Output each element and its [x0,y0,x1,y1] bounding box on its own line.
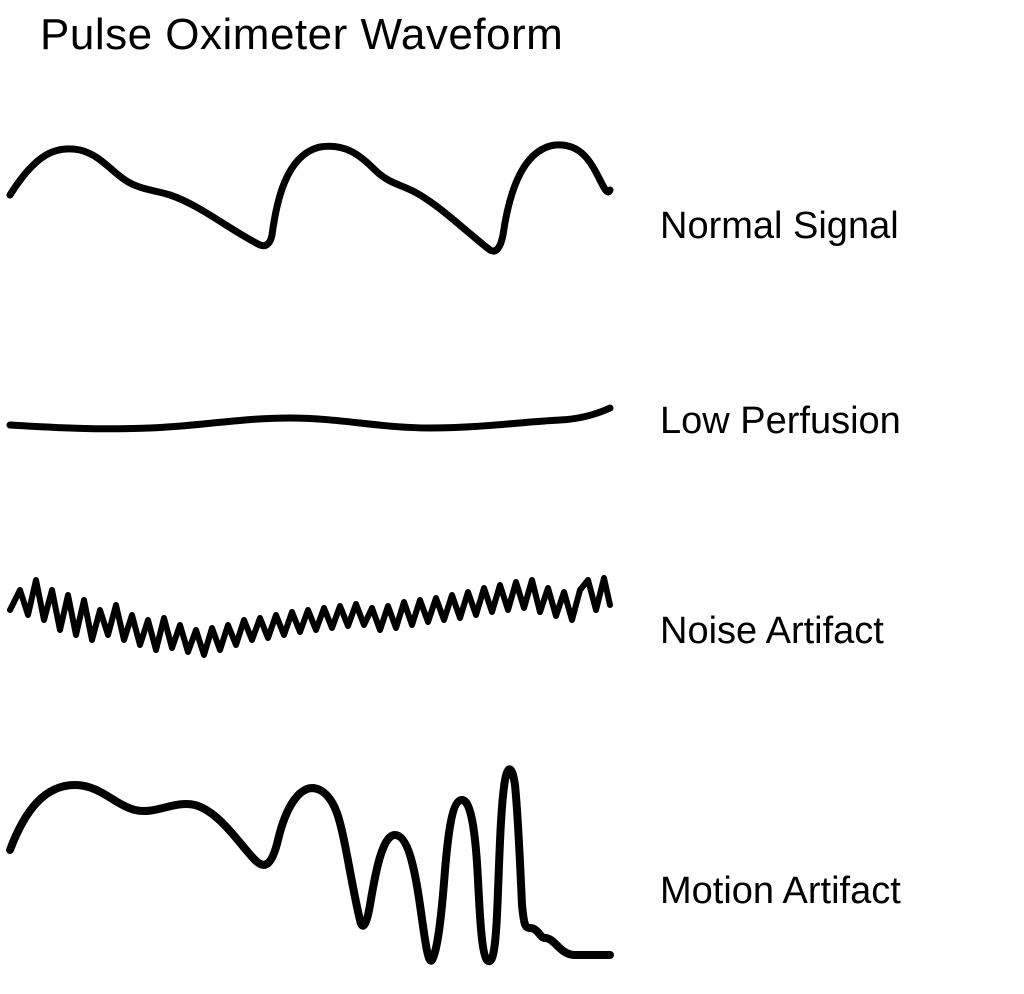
label-motion-artifact: Motion Artifact [660,870,901,913]
waveform-normal-path [10,145,610,251]
label-noise-artifact: Noise Artifact [660,610,884,653]
waveform-motion-artifact-path [10,769,610,961]
waveform-motion-artifact [0,760,620,994]
figure-canvas: Pulse Oximeter Waveform Normal Signal Lo… [0,0,1024,994]
figure-title: Pulse Oximeter Waveform [40,10,563,60]
label-normal-signal: Normal Signal [660,205,899,248]
label-low-perfusion: Low Perfusion [660,400,901,443]
waveform-noise-artifact [0,540,620,710]
waveform-normal [0,135,620,295]
waveform-low-perfusion-path [10,408,610,429]
waveform-noise-artifact-path [10,578,610,655]
waveform-low-perfusion [0,380,620,460]
